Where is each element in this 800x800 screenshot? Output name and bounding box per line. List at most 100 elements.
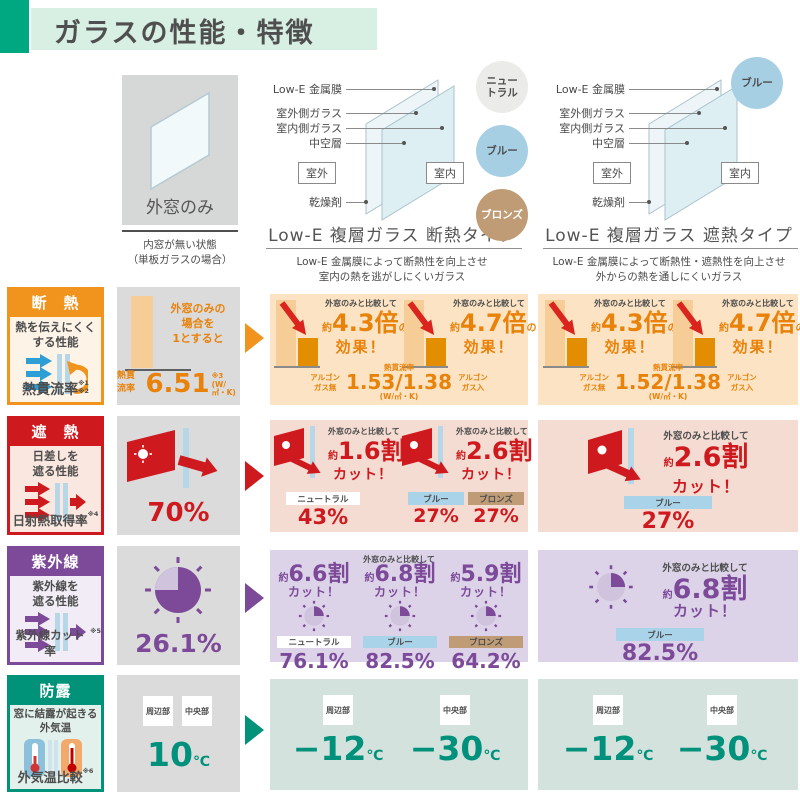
effect-figure: 外窓のみと比較して 約4.3倍の 効果！ (543, 298, 678, 370)
lowe-film-label: Low-E 金属膜 (555, 83, 625, 96)
shading-baseline-cell: 70% (117, 416, 240, 535)
cut-word: カット！ (461, 467, 521, 484)
baseline-unit: (W/㎡・K) (211, 379, 236, 397)
cut-word: カット！ (672, 601, 737, 620)
edge-part-badge: 周辺部 (593, 695, 623, 725)
insulation-performance-text: 熱を伝えにくく する性能 (15, 320, 96, 349)
lowe-film-label-row: Low-E 金属膜 (539, 81, 719, 97)
approx-prefix: 約 (450, 573, 461, 584)
insulation-shd-panel: 外窓のみと比較して 約4.3倍の 効果！ 外窓のみと比較して 約4.7倍の 効果… (538, 294, 800, 405)
blue-badge: ブルー (616, 628, 704, 641)
baseline-value: 26.1% (135, 629, 222, 658)
compare-caption: 外窓のみと比較して (456, 427, 528, 436)
effect-value: 4.3倍 (332, 309, 399, 337)
baseline-metric-label: 熱貫流率 (117, 371, 136, 394)
thermometers-icon (23, 739, 82, 778)
condensation-metric-footnote: ※6 (82, 767, 94, 775)
uv-metric: 紫外線カット率 ※5 (10, 627, 101, 659)
heat-insulation-icon (25, 353, 88, 394)
baseline-value-group: 熱貫流率 6.51 ※3 (W/㎡・K) (117, 368, 240, 397)
ratio-value: 27% (413, 505, 459, 527)
effect-particle: の (526, 323, 537, 334)
shading-metric-label: 日射熱取得率 (12, 513, 88, 528)
neutral-badge: ニュートラル (286, 492, 360, 505)
baseline-footnote: ※3 (211, 371, 224, 380)
insulation-metric: 熱貫流率 ※1 ※2 (10, 379, 101, 399)
row-arrow-icon (245, 461, 264, 491)
u-value-label: 熱貫流率 (384, 363, 414, 373)
bar-reduction-chart (274, 300, 320, 368)
inner-glass-label: 室内側ガラス (559, 122, 625, 135)
uv-category-card: 紫外線 紫外線を 遮る性能 紫外線カット率 ※5 (7, 546, 104, 665)
condensation-baseline-cell: 周辺部 中央部 10℃ (117, 675, 240, 792)
bronze-badge: ブロンズ (468, 492, 524, 505)
inner-glass-label-row: 室内側ガラス (539, 120, 727, 136)
temperature-value: 10 (147, 735, 193, 774)
leader-line (629, 127, 723, 129)
compare-caption: 外窓のみと比較して (662, 563, 748, 574)
effect-particle: の (667, 323, 678, 334)
approx-prefix: 約 (456, 451, 466, 462)
uv-sun-icon (589, 565, 633, 609)
effect-word: 効果！ (463, 338, 515, 357)
condensation-ins-panel: 周辺部 −12℃ 中央部 −30℃ (270, 679, 528, 790)
condensation-category-card: 防露 窓に結露が起きる 外気温 外気温比較 ※6 (7, 675, 104, 792)
edge-part-badge: 周辺部 (323, 695, 353, 725)
lowe-film-label: Low-E 金属膜 (272, 83, 342, 96)
row-arrow-icon (245, 715, 264, 745)
compare-caption: 外窓のみと比較して (328, 427, 400, 436)
ratio-value: 27% (641, 509, 695, 534)
uv-category-header: 紫外線 (10, 549, 101, 576)
temperature-value: −12 (562, 729, 637, 768)
baseline-caption: 外窓のみの 場合を 1とすると (170, 302, 226, 345)
temperature-unit: ℃ (366, 748, 384, 764)
cut-value: 6.6割 (288, 562, 350, 587)
compare-caption: 外窓のみと比較して (453, 299, 525, 308)
insulation-metric-label: 熱貫流率 (22, 382, 79, 398)
uv-shd-panel: 外窓のみと比較して 約6.8割 カット！ ブルー 82.5% (538, 550, 798, 666)
edge-temperature: −12℃ (548, 729, 668, 768)
cut-value: 2.6割 (466, 437, 533, 465)
ratio-value: 76.1% (279, 649, 349, 674)
ratio-value: 27% (473, 505, 519, 527)
u-value-comparison: アルゴン ガス無 熱貫流率 1.53/1.38 (W/㎡・K) アルゴン ガス入 (270, 364, 528, 401)
air-layer-label: 中空層 (592, 137, 625, 150)
uv-cut-figure: 約6.6割 カット！ ニュートラル 76.1% (272, 562, 356, 673)
effect-word: 効果！ (335, 338, 387, 357)
effect-value: 4.7倍 (460, 309, 527, 337)
outer-window-only-box: 外窓のみ (122, 75, 238, 225)
outer-only-divider (122, 230, 238, 232)
temperature-unit: ℃ (636, 748, 654, 764)
effect-figure: 外窓のみと比較して 約4.7倍の 効果！ (402, 298, 537, 370)
outdoor-box: 室外 (298, 162, 336, 184)
outer-only-note: 内窓が無い状態 （単板ガラスの場合） (127, 239, 233, 266)
insulation-type-title: Low-E 複層ガラス 断熱タイプ (268, 226, 516, 246)
cut-figure: 外窓のみと比較して 約1.6割 カット！ (274, 426, 405, 484)
desiccant-label: 乾燥剤 (592, 196, 625, 209)
leader-line (346, 112, 414, 114)
bronze-badge: ブロンズ (449, 636, 523, 649)
baseline-bar (131, 296, 153, 368)
insulation-category-card: 断 熱 熱を伝えにくく する性能 熱貫流率 ※1 ※2 (7, 287, 104, 405)
outer-glass-label-row: 室外側ガラス (256, 105, 418, 121)
effect-particle: の (398, 323, 409, 334)
desiccant-label-row: 乾燥剤 (256, 194, 368, 210)
shading-category-card: 遮 熱 日差しを 遮る性能 日射熱取得率 ※4 (7, 416, 104, 535)
air-layer-label-row: 中空層 (539, 135, 689, 151)
leader-dot (414, 111, 418, 115)
uv-performance-text: 紫外線を 遮る性能 (32, 579, 79, 608)
u-value-unit: (W/㎡・K) (648, 392, 688, 402)
cut-figure: 外窓のみと比較して 約2.6割 カット！ (588, 428, 756, 497)
uv-metric-label: 紫外線カット率 (15, 628, 85, 658)
leader-dot (440, 126, 444, 130)
leader-line (346, 142, 402, 144)
temperature-unit: ℃ (750, 748, 768, 764)
u-value-label: 熱貫流率 (653, 363, 683, 373)
effect-particle: の (796, 323, 800, 334)
baseline-value: 70% (147, 498, 210, 528)
leader-dot (647, 200, 651, 204)
air-layer-label-row: 中空層 (256, 135, 406, 151)
approx-prefix: 約 (450, 323, 460, 334)
argon-without-label: アルゴン ガス無 (310, 373, 340, 392)
